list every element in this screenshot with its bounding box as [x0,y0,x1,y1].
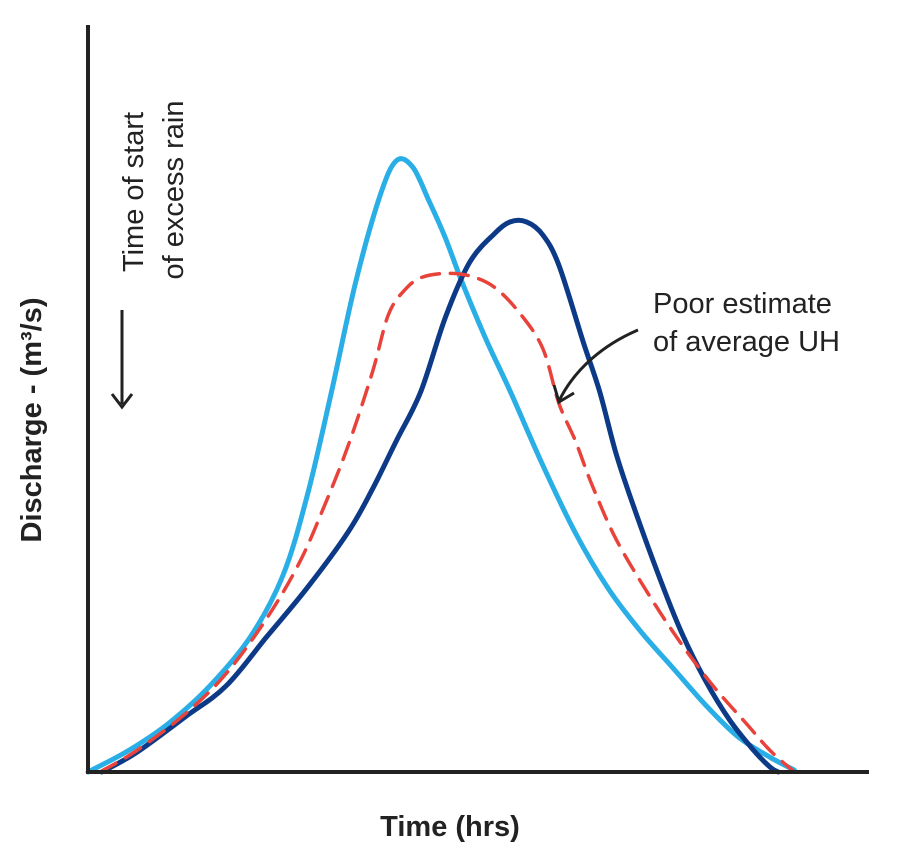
series-line-light-blue [85,156,797,775]
series-line-average-dashed [98,271,797,774]
callout-label-line2: of average UH [653,326,840,358]
callout-label-line1: Poor estimate [653,288,832,320]
down-arrow-icon [110,310,134,410]
average-uh-callout: Poor estimate of average UH [552,288,840,405]
callout-arrow-icon [552,328,639,405]
series-line-dark-blue [99,217,781,775]
rain-start-label-line1: Time of start [118,112,150,272]
rain-start-annotation: Time of start of excess rain [110,101,190,410]
y-axis-title: Discharge - (m³/s) [16,298,48,543]
rain-start-label-line2: of excess rain [158,101,190,280]
x-axis-title: Time (hrs) [380,811,520,843]
plot-area [85,156,797,775]
